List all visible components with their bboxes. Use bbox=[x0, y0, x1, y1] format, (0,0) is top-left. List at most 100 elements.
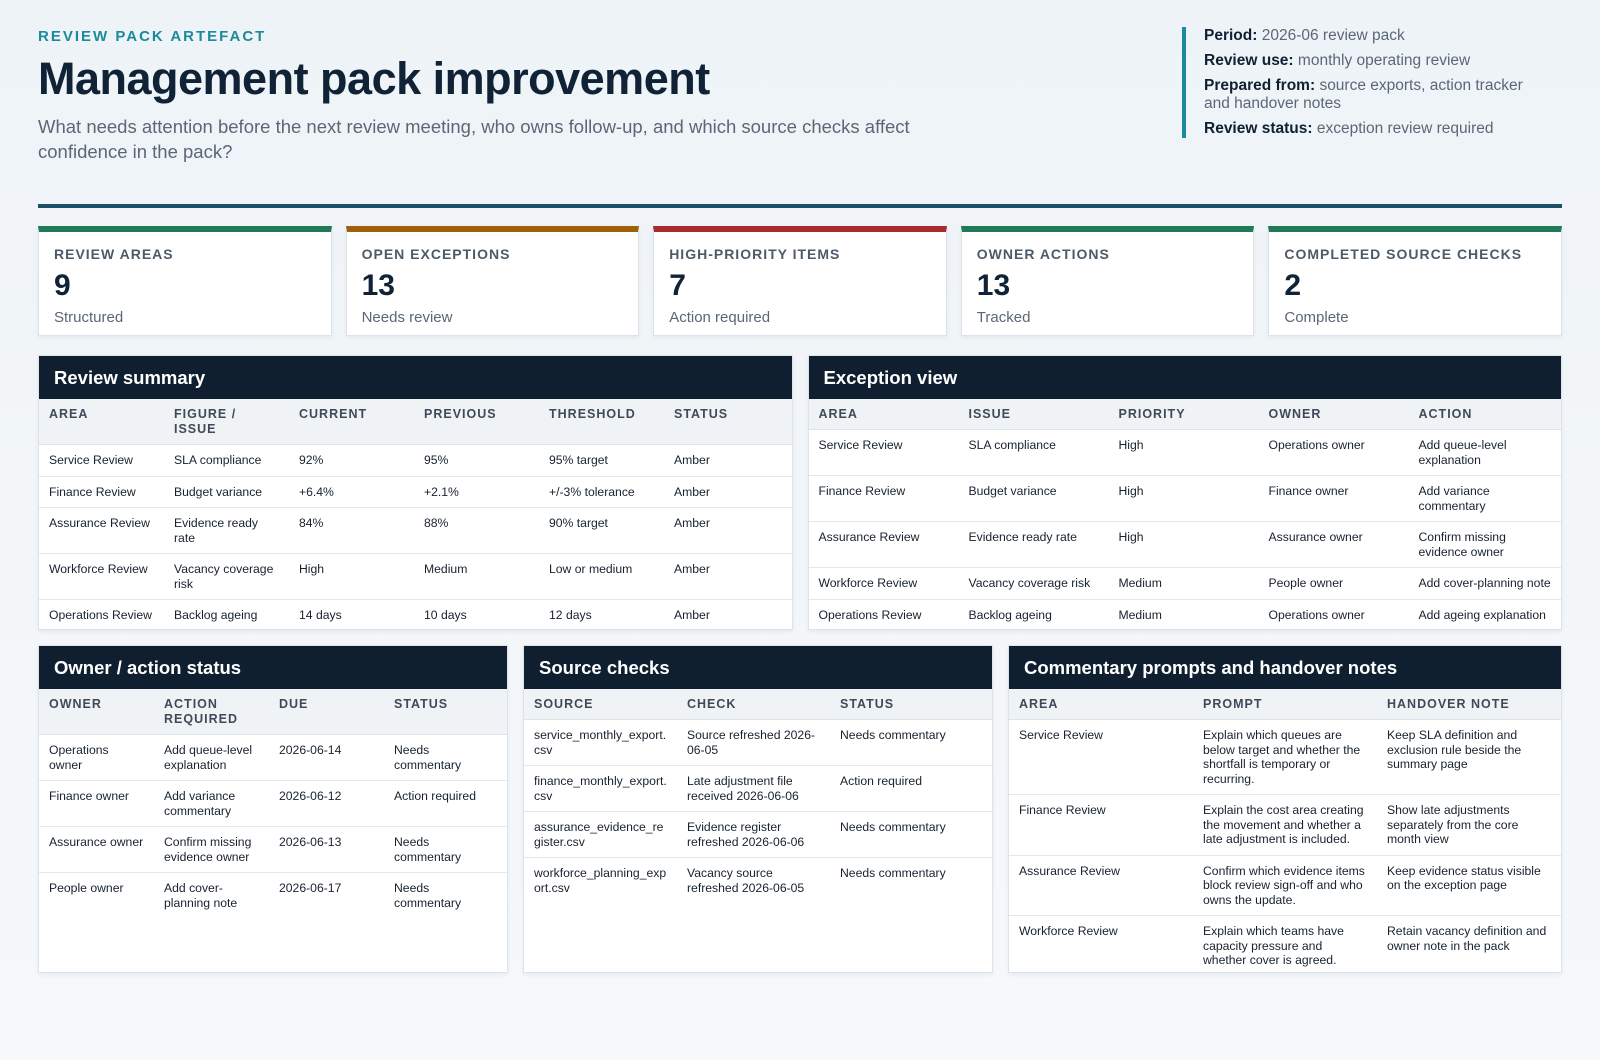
eyebrow: REVIEW PACK ARTEFACT bbox=[38, 28, 267, 45]
column-header: STATUS bbox=[664, 399, 792, 445]
column-header: PREVIOUS bbox=[414, 399, 539, 445]
table-cell: People owner bbox=[49, 881, 124, 895]
table-cell: Needs commentary bbox=[384, 826, 507, 873]
table-cell: 12 days bbox=[549, 608, 592, 622]
panel-title: Commentary prompts and handover notes bbox=[1009, 646, 1561, 689]
column-header: THRESHOLD bbox=[539, 399, 664, 445]
meta-use: Review use: monthly operating review bbox=[1204, 52, 1549, 70]
kpi-value: 7 bbox=[669, 269, 686, 302]
column-header: AREA bbox=[1009, 689, 1193, 720]
table-row: Assurance Review Confirm which evidence … bbox=[1009, 855, 1561, 916]
table-cell: Budget variance bbox=[164, 476, 289, 508]
table-cell: Medium bbox=[414, 553, 539, 600]
exception-view-panel: Exception view AREA ISSUE PRIORITY OWNER… bbox=[807, 355, 1562, 630]
table-cell: assurance_evidence_register.csv bbox=[524, 811, 677, 858]
kpi-value: 13 bbox=[976, 269, 1011, 302]
kpi-strip: REVIEW AREAS 9 Structured OPEN EXCEPTION… bbox=[38, 226, 1562, 336]
table-cell: Service Review bbox=[39, 444, 164, 477]
kpi-high-priority: HIGH-PRIORITY ITEMS 7 Action required bbox=[653, 226, 947, 336]
table-cell: Explain the cost area creating the movem… bbox=[1193, 794, 1377, 856]
column-header: ACTION REQUIRED bbox=[154, 689, 269, 735]
column-header: HANDOVER NOTE bbox=[1377, 689, 1561, 720]
table-row: Finance Review Explain the cost area cre… bbox=[1009, 794, 1561, 856]
table-row: Service Review SLA compliance 92% 95% 95… bbox=[39, 444, 792, 477]
column-header: STATUS bbox=[384, 689, 507, 735]
table-cell: Finance Review bbox=[1009, 794, 1193, 856]
table-row: Finance Review Budget variance +6.4% +2.… bbox=[39, 476, 792, 508]
table-cell: High bbox=[1108, 475, 1259, 522]
table-cell: workforce_planning_export.csv bbox=[534, 866, 667, 895]
kpi-owner-actions: OWNER ACTIONS 13 Tracked bbox=[960, 226, 1255, 336]
table-row: Workforce Review Vacancy coverage risk M… bbox=[808, 567, 1561, 600]
page-title: Management pack improvement bbox=[38, 53, 710, 104]
table-cell: Operations Review bbox=[49, 608, 152, 622]
header: REVIEW PACK ARTEFACT Management pack imp… bbox=[38, 27, 1562, 177]
kpi-value: 2 bbox=[1284, 269, 1302, 302]
column-header: FIGURE / ISSUE bbox=[164, 399, 289, 445]
column-header: CHECK bbox=[677, 689, 830, 720]
table-row: People owner Add cover-planning note 202… bbox=[39, 873, 507, 919]
table-cell: Amber bbox=[664, 444, 792, 477]
table-row: Operations Review Backlog ageing 14 days… bbox=[39, 600, 792, 630]
table-cell: Backlog ageing bbox=[968, 607, 1052, 622]
table-cell: Operations Review bbox=[818, 607, 922, 622]
table-cell: Action required bbox=[384, 780, 507, 827]
page-subtitle: What needs attention before the next rev… bbox=[38, 116, 910, 162]
table-header-row: AREA FIGURE / ISSUE CURRENT PREVIOUS THR… bbox=[39, 399, 792, 445]
commentary-table: AREA PROMPT HANDOVER NOTE Service Review… bbox=[1009, 689, 1561, 972]
column-header: SOURCE bbox=[524, 689, 677, 720]
table-cell: Evidence ready rate bbox=[164, 507, 289, 554]
table-cell: 95% bbox=[414, 444, 539, 477]
table-cell: 90% target bbox=[539, 507, 664, 554]
owner-status-table: OWNER ACTION REQUIRED DUE STATUS Operati… bbox=[39, 689, 507, 918]
table-cell: 88% bbox=[414, 507, 539, 554]
panel-title: Exception view bbox=[808, 356, 1561, 399]
kpi-review-areas: REVIEW AREAS 9 Structured bbox=[38, 226, 332, 336]
table-cell: Workforce Review bbox=[1019, 924, 1118, 938]
table-cell: Show late adjustments separately from th… bbox=[1377, 794, 1561, 856]
table-cell: 84% bbox=[289, 507, 414, 554]
table-cell: +2.1% bbox=[414, 476, 539, 508]
table-cell: Low or medium bbox=[539, 553, 664, 600]
table-cell: Workforce Review bbox=[808, 567, 959, 600]
table-cell: Amber bbox=[664, 507, 792, 554]
table-cell: Assurance owner bbox=[1258, 521, 1409, 568]
panel-title: Review summary bbox=[39, 356, 792, 399]
table-row: Finance Review Budget variance High Fina… bbox=[808, 475, 1561, 522]
meta-status-value: exception review required bbox=[1316, 120, 1494, 137]
table-cell: Action required bbox=[830, 765, 992, 812]
meta-status: Review status: exception review required bbox=[1204, 120, 1549, 138]
table-cell: Add ageing explanation bbox=[1418, 607, 1546, 622]
table-cell: People owner bbox=[1258, 567, 1409, 600]
table-cell: Confirm which evidence items block revie… bbox=[1193, 855, 1377, 916]
table-cell: Assurance owner bbox=[39, 826, 154, 873]
table-cell: Add variance commentary bbox=[1408, 475, 1561, 522]
table-row: assurance_evidence_register.csv Evidence… bbox=[524, 811, 992, 858]
table-cell: Add variance commentary bbox=[154, 780, 269, 827]
kpi-source-checks: COMPLETED SOURCE CHECKS 2 Complete bbox=[1268, 226, 1562, 336]
column-header: PROMPT bbox=[1193, 689, 1377, 720]
table-row: Assurance Review Evidence ready rate 84%… bbox=[39, 507, 792, 554]
table-cell: Confirm missing evidence owner bbox=[1408, 521, 1561, 568]
column-header: AREA bbox=[808, 399, 959, 430]
table-row: finance_monthly_export.csv Late adjustme… bbox=[524, 765, 992, 812]
table-cell: 2026-06-12 bbox=[269, 780, 384, 827]
table-row: workforce_planning_export.csv Vacancy so… bbox=[524, 858, 992, 904]
exception-view-table: AREA ISSUE PRIORITY OWNER ACTION Service… bbox=[808, 399, 1561, 629]
table-cell: Assurance Review bbox=[39, 507, 164, 554]
table-cell: Finance owner bbox=[39, 780, 154, 827]
table-cell: Source refreshed 2026-06-05 bbox=[677, 719, 830, 766]
table-cell: Late adjustment file received 2026-06-06 bbox=[677, 765, 830, 812]
table-row: Assurance owner Confirm missing evidence… bbox=[39, 826, 507, 873]
review-summary-table: AREA FIGURE / ISSUE CURRENT PREVIOUS THR… bbox=[39, 399, 792, 630]
kpi-label: OWNER ACTIONS bbox=[976, 246, 1110, 262]
table-cell: Finance owner bbox=[1258, 475, 1409, 522]
table-row: Workforce Review Vacancy coverage risk H… bbox=[39, 553, 792, 600]
table-cell: Amber bbox=[674, 608, 710, 622]
panel-row-bottom: Owner / action status OWNER ACTION REQUI… bbox=[38, 645, 1562, 973]
table-cell: High bbox=[1108, 521, 1259, 568]
table-cell: Budget variance bbox=[958, 475, 1109, 522]
meta-use-value: monthly operating review bbox=[1297, 52, 1471, 69]
table-cell: High bbox=[289, 553, 414, 600]
table-cell: Amber bbox=[664, 553, 792, 600]
